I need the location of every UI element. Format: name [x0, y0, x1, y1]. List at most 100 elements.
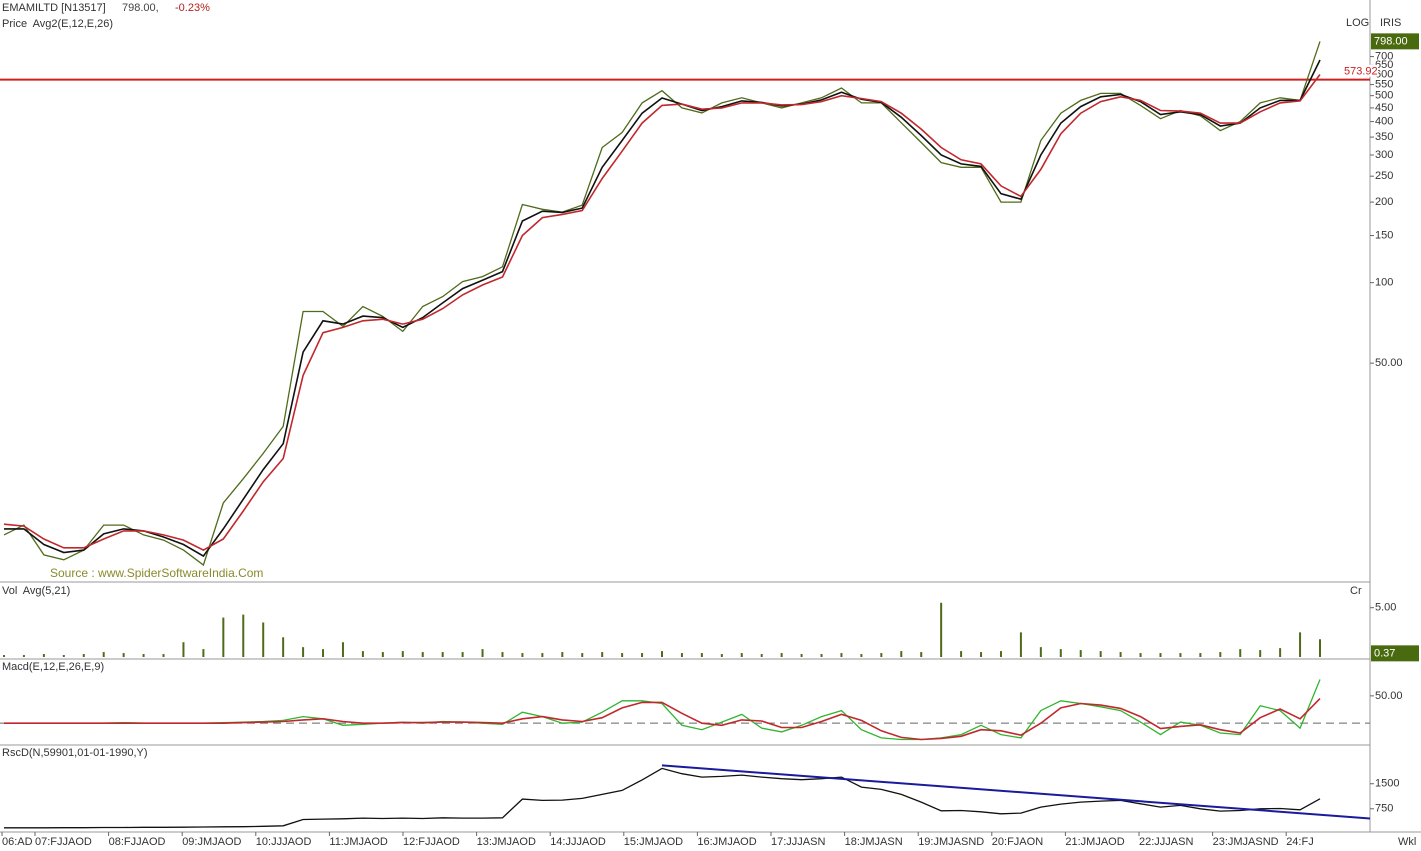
volume-bar	[1239, 649, 1242, 657]
avg-label: 0.37	[1374, 647, 1395, 659]
y-tick-label: 300	[1375, 149, 1393, 161]
x-tick-label: 22:JJJASN	[1139, 836, 1193, 848]
volume-bar	[680, 653, 683, 657]
volume-bar	[3, 655, 5, 657]
x-tick-label: 13:JMJAOD	[477, 836, 536, 848]
volume-bar	[62, 655, 65, 657]
change: -0.23%	[175, 2, 210, 14]
x-tick-label: 07:FJJAOD	[35, 836, 92, 848]
trend-line	[661, 764, 1371, 820]
panel-title: Vol Avg(5,21)	[2, 585, 70, 597]
reference-label: 573.92	[1344, 66, 1378, 78]
y-tick-label: 5.00	[1375, 602, 1396, 614]
y-tick-label: 250	[1375, 170, 1393, 182]
volume-bar	[1059, 649, 1062, 657]
volume-bar	[182, 642, 185, 657]
series-line	[4, 59, 1321, 558]
volume-bar	[880, 653, 883, 657]
source: Source : www.SpiderSoftwareIndia.Com	[50, 566, 263, 580]
volume-bar	[1279, 648, 1282, 657]
last-price-label: 798.00	[1374, 35, 1408, 47]
tool-label: IRIS	[1380, 17, 1401, 29]
x-tick-label: 19:JMJASND	[918, 836, 984, 848]
volume-bar	[999, 651, 1002, 657]
volume-bar	[421, 652, 424, 657]
volume-bar	[760, 654, 763, 657]
y-tick-label: 650	[1375, 59, 1393, 71]
volume-bar	[601, 652, 604, 657]
y-tick-label: 1500	[1375, 778, 1399, 790]
volume-bar	[461, 652, 464, 657]
volume-bar	[860, 654, 863, 657]
x-tick-label: 11:JMJAOD	[329, 836, 388, 848]
volume-bar	[242, 614, 245, 657]
x-tick-label: 20:FJAON	[992, 836, 1043, 848]
volume-bar	[960, 651, 963, 657]
x-tick-label: 12:FJJAOD	[403, 836, 460, 848]
y-tick-label: 750	[1375, 803, 1393, 815]
volume-bar	[122, 653, 125, 657]
symbol: EMAMILTD [N13517]	[2, 2, 106, 14]
series-line	[4, 698, 1321, 741]
volume-bar	[1039, 647, 1042, 657]
volume-bar	[541, 653, 544, 657]
panel-title: Price Avg2(E,12,E,26)	[2, 18, 113, 30]
y-tick-label: 700	[1375, 50, 1393, 62]
avg-label-bg	[1371, 645, 1419, 662]
volume-bar	[780, 653, 783, 657]
volume-bar	[142, 654, 145, 657]
volume-bar	[501, 652, 504, 657]
x-tick-label: 16:JMJAOD	[697, 836, 756, 848]
volume-bar	[920, 652, 923, 657]
period: Wkl	[1398, 836, 1416, 848]
volume-bar	[1299, 632, 1302, 657]
y-tick-label: 400	[1375, 115, 1393, 127]
y-tick-label: 150	[1375, 229, 1393, 241]
y-tick-label: 50.00	[1375, 357, 1403, 369]
y-tick-label: 450	[1375, 102, 1393, 114]
volume-bar	[441, 652, 444, 657]
volume-bar	[720, 654, 723, 657]
volume-bar	[820, 654, 823, 657]
y-tick-label: 50.00	[1375, 690, 1403, 702]
volume-bar	[1159, 653, 1162, 657]
volume-bar	[381, 652, 384, 657]
volume-bar	[1099, 651, 1102, 657]
volume-bar	[621, 653, 624, 657]
volume-bar	[481, 649, 484, 657]
volume-bar	[521, 653, 524, 657]
volume-bar	[22, 655, 25, 657]
y-tick-label: 600	[1375, 68, 1393, 80]
price: 798.00,	[122, 2, 159, 14]
volume-bar	[740, 653, 743, 657]
unit-label: Cr	[1350, 585, 1362, 597]
volume-bar	[940, 602, 943, 657]
volume-bar	[82, 654, 85, 657]
volume-bar	[202, 649, 205, 657]
x-tick-label: 17:JJJASN	[771, 836, 825, 848]
x-tick-label: 24:FJ	[1286, 836, 1314, 848]
y-tick-label: 100	[1375, 277, 1393, 289]
y-tick-label: 200	[1375, 196, 1393, 208]
volume-bar	[401, 651, 404, 657]
volume-bar	[1139, 653, 1142, 657]
volume-bar	[1219, 652, 1222, 657]
scale-label: LOG	[1346, 17, 1369, 29]
volume-bar	[700, 653, 703, 657]
x-tick-label: 23:JMJASND	[1213, 836, 1279, 848]
volume-bar	[1179, 653, 1182, 657]
volume-bar	[581, 653, 584, 657]
volume-bar	[661, 651, 663, 657]
volume-bar	[840, 653, 843, 657]
volume-bar	[102, 652, 105, 657]
volume-bar	[222, 617, 225, 657]
x-tick-label: 14:JJJAOD	[550, 836, 606, 848]
volume-bar	[800, 654, 803, 657]
volume-bar	[641, 653, 644, 657]
series-line	[3, 41, 1321, 567]
volume-bar	[42, 654, 45, 657]
volume-bar	[561, 652, 564, 657]
volume-bar	[1079, 650, 1082, 657]
